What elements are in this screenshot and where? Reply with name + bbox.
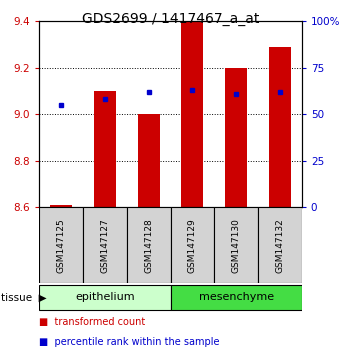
Bar bbox=[258, 207, 302, 283]
Text: tissue  ▶: tissue ▶ bbox=[1, 292, 46, 302]
Bar bbox=[39, 285, 170, 310]
Bar bbox=[138, 114, 160, 207]
Text: ■  percentile rank within the sample: ■ percentile rank within the sample bbox=[39, 337, 220, 347]
Bar bbox=[170, 285, 302, 310]
Bar bbox=[225, 68, 247, 207]
Bar bbox=[94, 91, 116, 207]
Text: GSM147132: GSM147132 bbox=[276, 218, 284, 273]
Text: ■  transformed count: ■ transformed count bbox=[39, 318, 146, 327]
Text: GDS2699 / 1417467_a_at: GDS2699 / 1417467_a_at bbox=[82, 12, 259, 27]
Bar bbox=[50, 205, 72, 207]
Text: GSM147130: GSM147130 bbox=[232, 218, 241, 273]
Text: GSM147125: GSM147125 bbox=[57, 218, 65, 273]
Text: GSM147127: GSM147127 bbox=[100, 218, 109, 273]
Text: GSM147128: GSM147128 bbox=[144, 218, 153, 273]
Bar bbox=[127, 207, 170, 283]
Text: GSM147129: GSM147129 bbox=[188, 218, 197, 273]
Bar bbox=[181, 21, 203, 207]
Text: mesenchyme: mesenchyme bbox=[198, 292, 274, 302]
Bar bbox=[214, 207, 258, 283]
Bar bbox=[83, 207, 127, 283]
Bar bbox=[170, 207, 214, 283]
Text: epithelium: epithelium bbox=[75, 292, 135, 302]
Bar bbox=[269, 47, 291, 207]
Bar bbox=[39, 207, 83, 283]
